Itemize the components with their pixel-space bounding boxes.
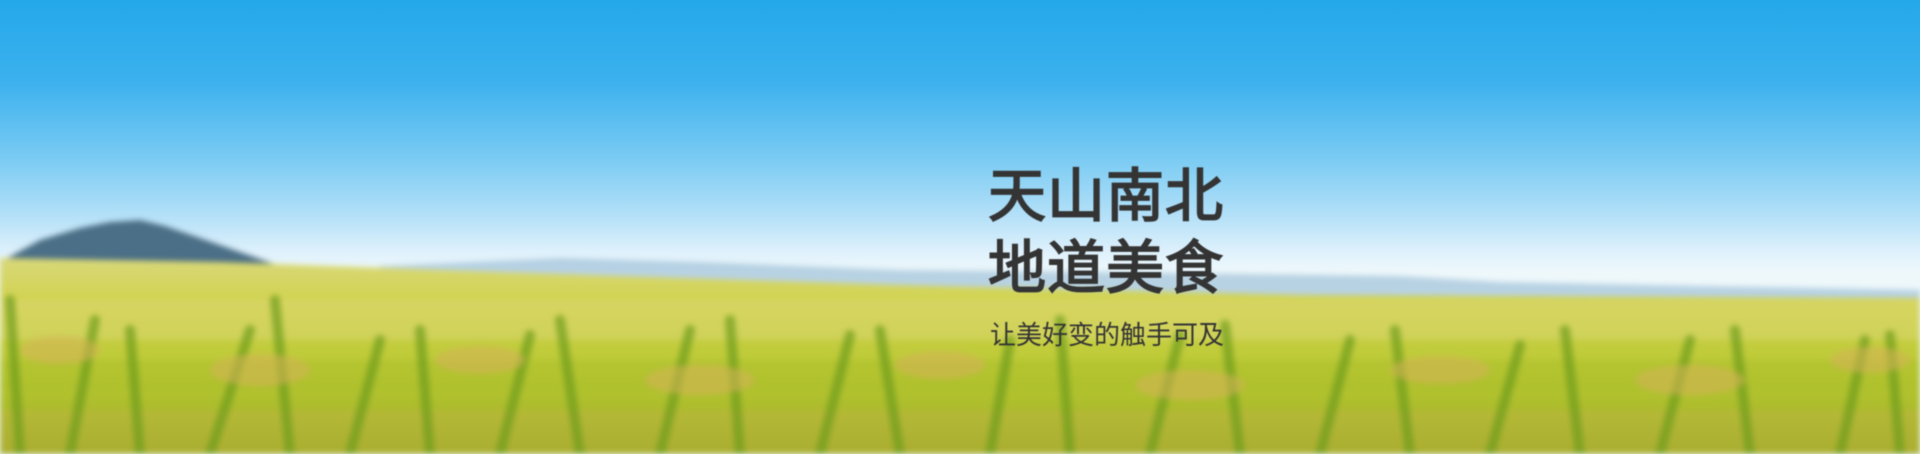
- headline-line-1: 天山南北: [988, 162, 1225, 230]
- grass-blades: [5, 295, 1905, 454]
- mountain-left: [0, 220, 280, 270]
- headline-line-2: 地道美食: [988, 234, 1225, 302]
- rice-heads: [20, 336, 1910, 400]
- hero-headline: 天山南北 地道美食: [988, 160, 1224, 304]
- hero-subheadline: 让美好变的触手可及: [990, 321, 1225, 351]
